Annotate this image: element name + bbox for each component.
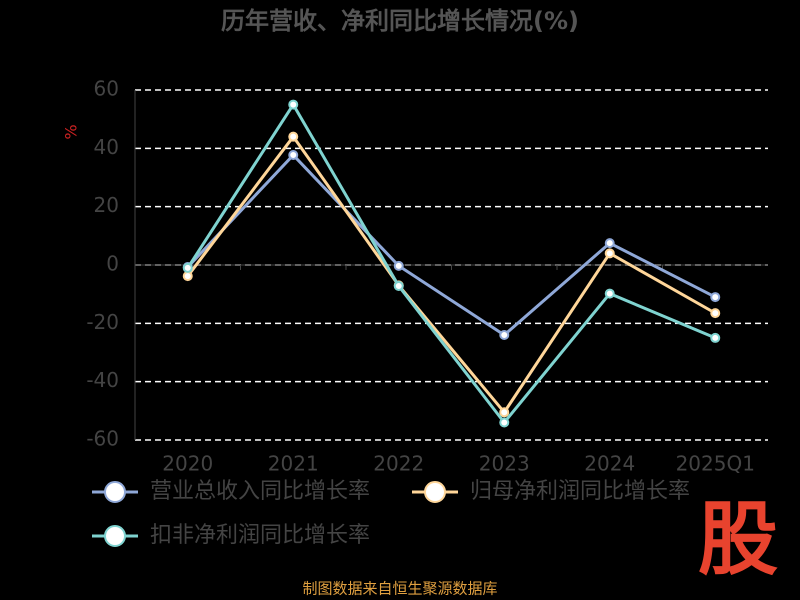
data-point [182, 262, 193, 273]
legend-marker [104, 525, 126, 547]
x-tick-label: 2022 [373, 452, 424, 476]
y-tick-label: 40 [94, 135, 119, 159]
data-point [499, 330, 510, 340]
data-point [604, 248, 615, 259]
x-tick-label: 2023 [479, 452, 530, 476]
data-point [499, 417, 510, 428]
data-point [710, 292, 721, 303]
legend-marker [424, 481, 446, 503]
legend-label: 归母净利润同比增长率 [470, 479, 690, 504]
x-tick-label: 2020 [162, 452, 213, 476]
legend-label: 营业总收入同比增长率 [150, 479, 370, 504]
series-line [186, 101, 716, 425]
footer: 制图数据来自恒生聚源数据库 [302, 580, 497, 598]
y-tick-label: 20 [94, 193, 119, 217]
data-point [182, 271, 193, 282]
data-point [288, 131, 299, 142]
data-point [604, 238, 615, 249]
legend-marker [104, 481, 126, 503]
data-point [710, 308, 721, 319]
logo: 股 [698, 493, 778, 586]
data-point [288, 150, 299, 161]
chart-title: 历年营收、净利同比增长情况(%) [221, 7, 579, 35]
legend-label: 扣非净利润同比增长率 [150, 523, 370, 548]
data-point [393, 281, 404, 291]
x-tick-label: 2024 [584, 452, 635, 476]
data-point [604, 288, 615, 299]
y-tick-label: -20 [86, 310, 119, 334]
series-line [186, 134, 716, 415]
y-tick-label: -40 [86, 368, 119, 392]
y-axis-label: % [62, 124, 81, 139]
data-point [288, 99, 299, 110]
y-tick-label: -60 [86, 427, 119, 451]
data-point [393, 260, 404, 271]
data-point [499, 407, 510, 418]
series-line [186, 152, 716, 337]
y-tick-label: 0 [106, 252, 119, 276]
data-point [710, 332, 721, 343]
x-tick-label: 2025Q1 [676, 452, 755, 476]
y-tick-label: 60 [94, 77, 119, 101]
x-tick-label: 2021 [268, 452, 319, 476]
